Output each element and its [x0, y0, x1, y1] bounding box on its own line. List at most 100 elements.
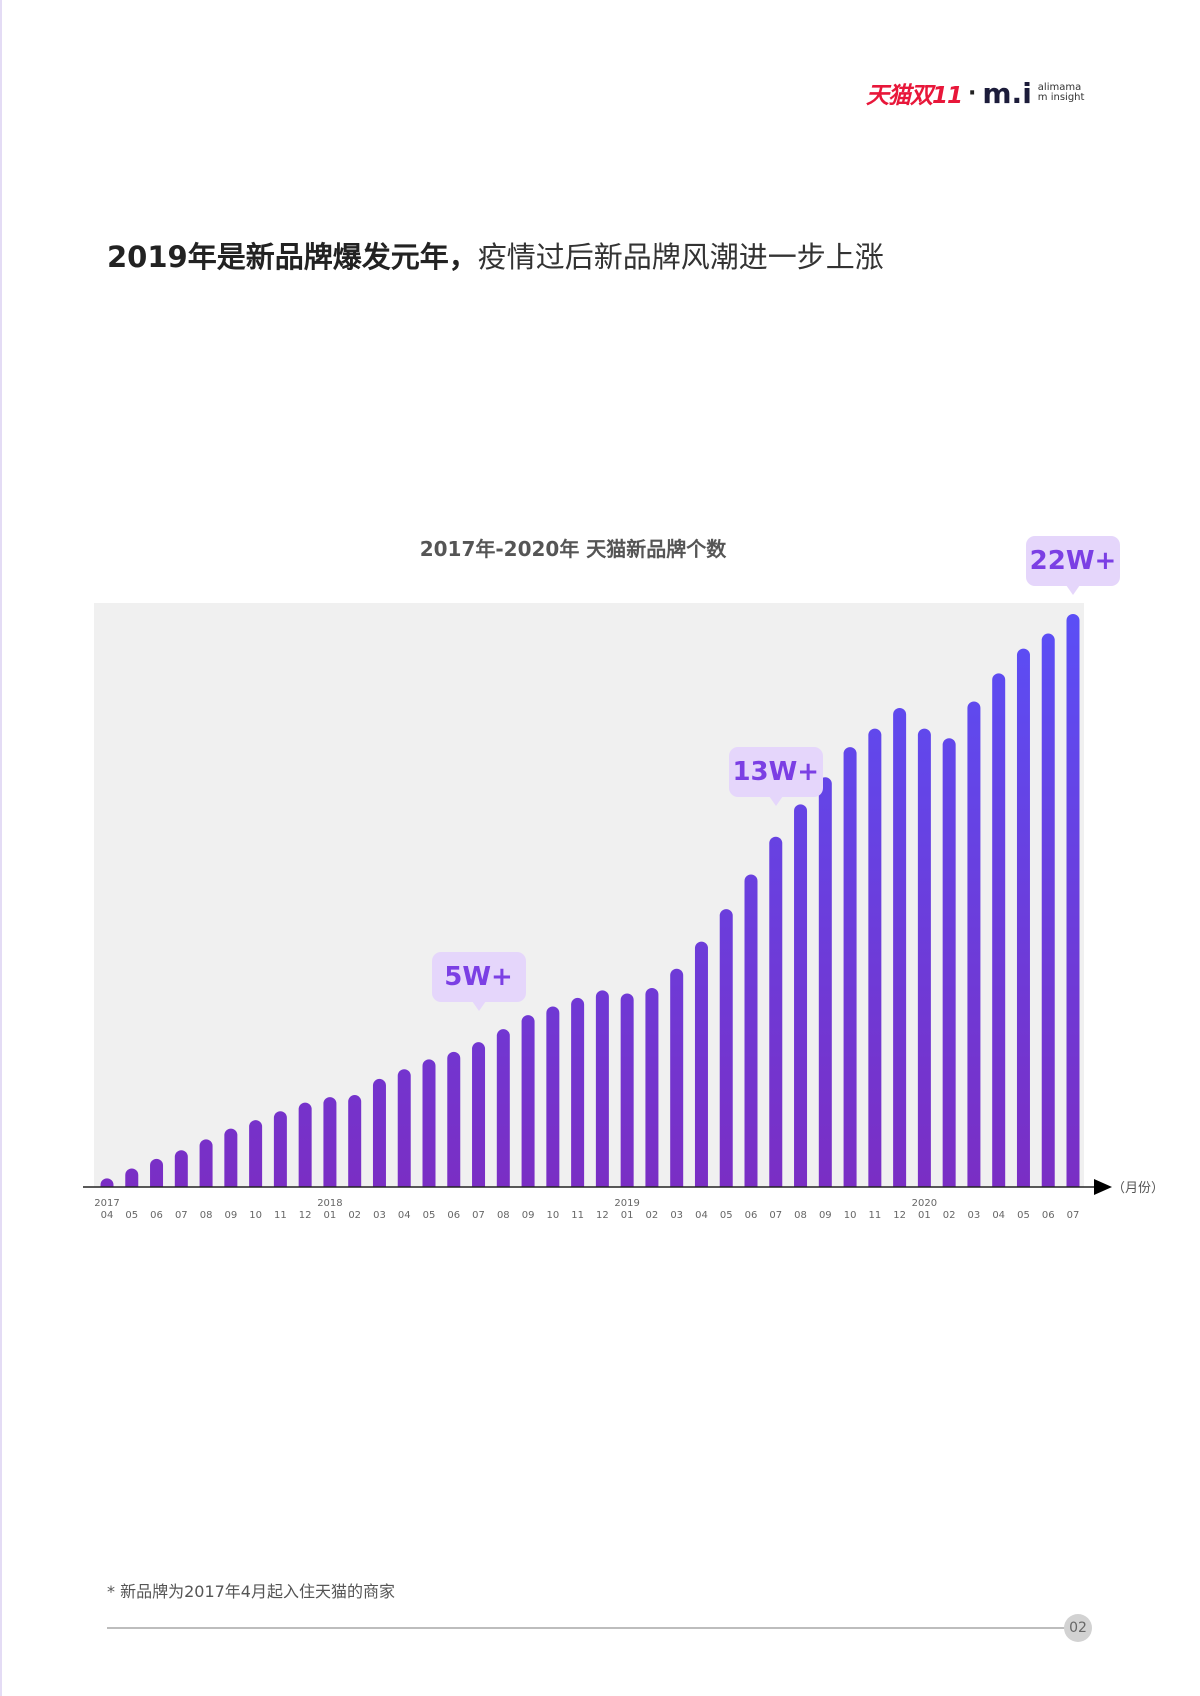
x-tick-label: 02 [348, 1210, 361, 1221]
bar-2019-05 [719, 909, 733, 1187]
logo-sub-1: alimama [1037, 82, 1082, 93]
logo-separator: · [968, 80, 977, 106]
x-tick-label: 10 [546, 1210, 559, 1221]
bar-2020-01 [917, 728, 931, 1187]
x-tick-label: 07 [1067, 1210, 1080, 1221]
x-tick-label: 03 [968, 1210, 981, 1221]
footnote: * 新品牌为2017年4月起入住天猫的商家 [107, 1582, 395, 1601]
x-axis-label: （月份） [1112, 1181, 1164, 1196]
chart-title: 2017年-2020年 天猫新品牌个数 [419, 537, 727, 561]
x-tick-label: 06 [150, 1210, 163, 1221]
bar-2018-01 [323, 1097, 337, 1187]
bar-2017-08 [199, 1139, 213, 1187]
x-tick-label: 07 [769, 1210, 782, 1221]
x-tick-label: 09 [224, 1210, 237, 1221]
logo-tmall: 天猫双11 [866, 83, 963, 109]
x-tick-label: 09 [522, 1210, 535, 1221]
x-tick-label: 03 [373, 1210, 386, 1221]
bar-2019-02 [645, 988, 659, 1187]
bar-2017-09 [224, 1128, 238, 1187]
bar-2019-08 [794, 804, 808, 1187]
bar-2017-07 [174, 1150, 188, 1187]
title-bold: 2019年是新品牌爆发元年， [107, 240, 478, 274]
x-tick-year: 2017 [94, 1198, 119, 1209]
x-tick-label: 01 [324, 1210, 337, 1221]
footer-rule [107, 1627, 1067, 1629]
bar-2019-07 [769, 836, 783, 1187]
bar-2017-06 [150, 1158, 164, 1187]
bar-2019-10 [843, 747, 857, 1187]
logo: 天猫双11 · m.i alimama m insight [866, 76, 1084, 110]
bar-2018-05 [422, 1059, 436, 1187]
bar-2017-05 [125, 1168, 139, 1187]
x-axis-arrow [1094, 1179, 1112, 1195]
bar-2018-04 [397, 1069, 411, 1187]
bar-2020-06 [1041, 633, 1055, 1187]
x-tick-label: 06 [447, 1210, 460, 1221]
x-tick-label: 11 [274, 1210, 287, 1221]
x-tick-label: 01 [621, 1210, 634, 1221]
x-tick-label: 06 [1042, 1210, 1055, 1221]
page-number: 02 [1064, 1614, 1092, 1642]
bar-2019-03 [670, 968, 684, 1187]
bar-2019-12 [893, 708, 907, 1187]
bar-2018-07 [472, 1042, 486, 1187]
bar-2017-10 [249, 1120, 263, 1187]
x-tick-label: 12 [893, 1210, 906, 1221]
bar-2020-04 [992, 673, 1006, 1187]
x-tick-label: 08 [794, 1210, 807, 1221]
x-tick-label: 08 [200, 1210, 213, 1221]
bar-2020-02 [942, 738, 956, 1187]
annotation-bubble: 22W+ [1026, 536, 1120, 595]
x-tick-label: 05 [720, 1210, 733, 1221]
logo-mi: m.i [982, 76, 1032, 110]
x-tick-label: 05 [423, 1210, 436, 1221]
title-regular: 疫情过后新品牌风潮进一步上涨 [477, 240, 884, 274]
bar-2019-06 [744, 874, 758, 1187]
x-tick-label: 12 [596, 1210, 609, 1221]
x-tick-year: 2020 [912, 1198, 937, 1209]
x-tick-label: 11 [868, 1210, 881, 1221]
x-tick-year: 2019 [614, 1198, 639, 1209]
bar-2019-01 [620, 993, 634, 1187]
bar-2017-11 [273, 1111, 287, 1187]
bar-2018-10 [546, 1006, 560, 1187]
x-tick-label: 01 [918, 1210, 931, 1221]
x-tick-label: 04 [992, 1210, 1005, 1221]
x-tick-label: 09 [819, 1210, 832, 1221]
bar-2018-06 [447, 1051, 461, 1187]
x-tick-label: 02 [646, 1210, 659, 1221]
annotation-bubble: 13W+ [728, 746, 823, 806]
x-tick-label: 07 [175, 1210, 188, 1221]
x-tick-label: 04 [101, 1210, 114, 1221]
bar-2017-12 [298, 1102, 312, 1187]
x-tick-label: 02 [943, 1210, 956, 1221]
x-tick-label: 07 [472, 1210, 485, 1221]
page-edge [0, 0, 2, 1696]
bar-2018-11 [571, 997, 585, 1187]
x-tick-label: 12 [299, 1210, 312, 1221]
bar-2017-04 [100, 1178, 114, 1187]
x-tick-label: 06 [745, 1210, 758, 1221]
bar-2020-07 [1066, 614, 1080, 1187]
x-tick-label: 03 [670, 1210, 683, 1221]
bar-2018-08 [496, 1029, 510, 1187]
x-tick-label: 05 [1017, 1210, 1030, 1221]
bar-2020-03 [967, 701, 981, 1187]
logo-sub: alimama m insight [1038, 83, 1085, 103]
bar-2018-09 [521, 1015, 535, 1187]
x-tick-label: 10 [844, 1210, 857, 1221]
bar-2018-12 [595, 990, 609, 1187]
bar-2019-11 [868, 728, 882, 1187]
x-tick-label: 10 [249, 1210, 262, 1221]
x-tick-label: 04 [398, 1210, 411, 1221]
bar-2019-04 [694, 941, 708, 1187]
annotation-bubble: 5W+ [431, 952, 526, 1012]
plot-area [94, 603, 1084, 1187]
bar-2018-02 [348, 1095, 362, 1187]
x-tick-label: 05 [125, 1210, 138, 1221]
x-tick-label: 11 [571, 1210, 584, 1221]
x-tick-label: 08 [497, 1210, 510, 1221]
x-tick-year: 2018 [317, 1198, 342, 1209]
bar-2020-05 [1016, 648, 1030, 1187]
